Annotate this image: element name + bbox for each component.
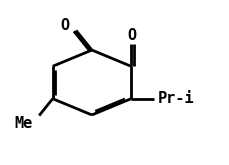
- Text: O: O: [128, 28, 137, 43]
- Text: Pr-i: Pr-i: [158, 91, 195, 106]
- Text: O: O: [60, 18, 69, 33]
- Text: Me: Me: [14, 116, 33, 131]
